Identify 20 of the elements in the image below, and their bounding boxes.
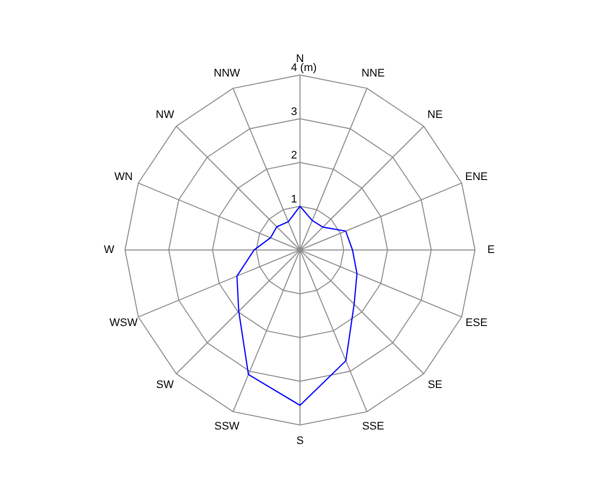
spoke-label: SSE xyxy=(362,420,384,432)
spoke-label: WSW xyxy=(109,317,138,330)
spoke-label: NE xyxy=(427,108,443,121)
spoke-label: E xyxy=(487,244,495,256)
spoke-label: ESE xyxy=(465,317,488,330)
y-tick-label: 1 xyxy=(291,193,298,206)
spoke-label: SW xyxy=(156,379,174,392)
spoke-label: ENE xyxy=(465,170,488,183)
y-tick-label: 2 xyxy=(291,150,298,162)
spoke-label: NW xyxy=(156,108,175,121)
spoke-label: NNW xyxy=(214,68,241,80)
spoke-label: NNE xyxy=(361,68,385,80)
spoke-label: SSW xyxy=(214,420,240,432)
y-tick-label: 4 (m) xyxy=(291,62,317,74)
spoke-label: SE xyxy=(428,379,442,392)
y-tick-label: 3 xyxy=(291,106,298,118)
spoke-label: N xyxy=(296,53,304,65)
spoke-label: W xyxy=(104,244,115,256)
spoke-label: WN xyxy=(114,170,133,183)
spoke-label: S xyxy=(296,435,304,447)
